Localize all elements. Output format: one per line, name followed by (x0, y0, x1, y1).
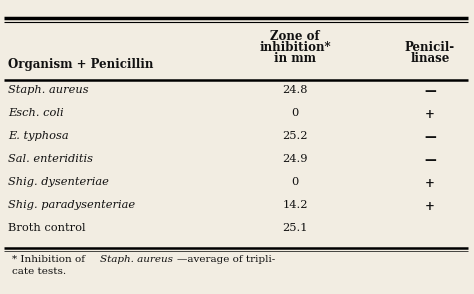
Text: Shig. paradysenteriae: Shig. paradysenteriae (8, 200, 135, 210)
Text: +: + (425, 177, 435, 190)
Text: —: — (424, 85, 436, 98)
Text: inhibition*: inhibition* (259, 41, 331, 54)
Text: in mm: in mm (274, 52, 316, 65)
Text: 0: 0 (292, 177, 299, 187)
Text: Staph. aureus: Staph. aureus (100, 255, 173, 264)
Text: E. typhosa: E. typhosa (8, 131, 69, 141)
Text: 24.9: 24.9 (282, 154, 308, 164)
Text: Penicil-: Penicil- (405, 41, 455, 54)
Text: cate tests.: cate tests. (12, 267, 66, 276)
Text: +: + (425, 200, 435, 213)
Text: —: — (424, 131, 436, 144)
Text: Zone of: Zone of (270, 30, 320, 43)
Text: 14.2: 14.2 (282, 200, 308, 210)
Text: +: + (425, 108, 435, 121)
Text: Broth control: Broth control (8, 223, 85, 233)
Text: 25.2: 25.2 (282, 131, 308, 141)
Text: * Inhibition of: * Inhibition of (12, 255, 88, 264)
Text: Organism + Penicillin: Organism + Penicillin (8, 58, 154, 71)
Text: Esch. coli: Esch. coli (8, 108, 64, 118)
Text: —: — (424, 154, 436, 167)
Text: 25.1: 25.1 (282, 223, 308, 233)
Text: Shig. dysenteriae: Shig. dysenteriae (8, 177, 109, 187)
Text: linase: linase (410, 52, 450, 65)
Text: Sal. enteriditis: Sal. enteriditis (8, 154, 93, 164)
Text: 24.8: 24.8 (282, 85, 308, 95)
Text: —average of tripli-: —average of tripli- (177, 255, 275, 264)
Text: 0: 0 (292, 108, 299, 118)
Text: Staph. aureus: Staph. aureus (8, 85, 89, 95)
